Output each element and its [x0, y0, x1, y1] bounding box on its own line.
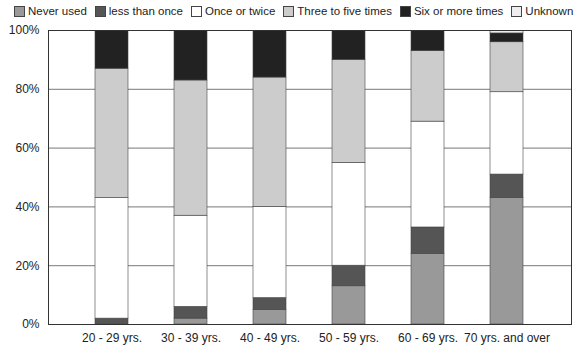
html-text:Once or twice: Once or twice	[205, 5, 276, 17]
svg-text:40 - 49 yrs.: 40 - 49 yrs.	[240, 331, 300, 345]
html-text:Unknown: Unknown	[525, 5, 574, 17]
svg-text:20 - 29 yrs.: 20 - 29 yrs.	[82, 331, 142, 345]
html-text:less than once: less than once	[108, 5, 183, 17]
svg-text:30 - 39 yrs.: 30 - 39 yrs.	[161, 331, 221, 345]
html-text:Six or more times: Six or more times	[413, 5, 504, 17]
svg-text:20%: 20%	[15, 259, 39, 273]
svg-text:50 - 59 yrs.: 50 - 59 yrs.	[319, 331, 379, 345]
svg-text:70 yrs. and over: 70 yrs. and over	[464, 331, 550, 345]
svg-text:60 - 69 yrs.: 60 - 69 yrs.	[398, 331, 458, 345]
svg-text:0%: 0%	[22, 317, 40, 331]
svg-text:80%: 80%	[15, 82, 39, 96]
svg-text:100%: 100%	[9, 23, 40, 37]
svg-text:40%: 40%	[15, 200, 39, 214]
html-text:Three to five times: Three to five times	[297, 5, 392, 17]
svg-text:60%: 60%	[15, 141, 39, 155]
html-text:Never used: Never used	[28, 5, 87, 17]
